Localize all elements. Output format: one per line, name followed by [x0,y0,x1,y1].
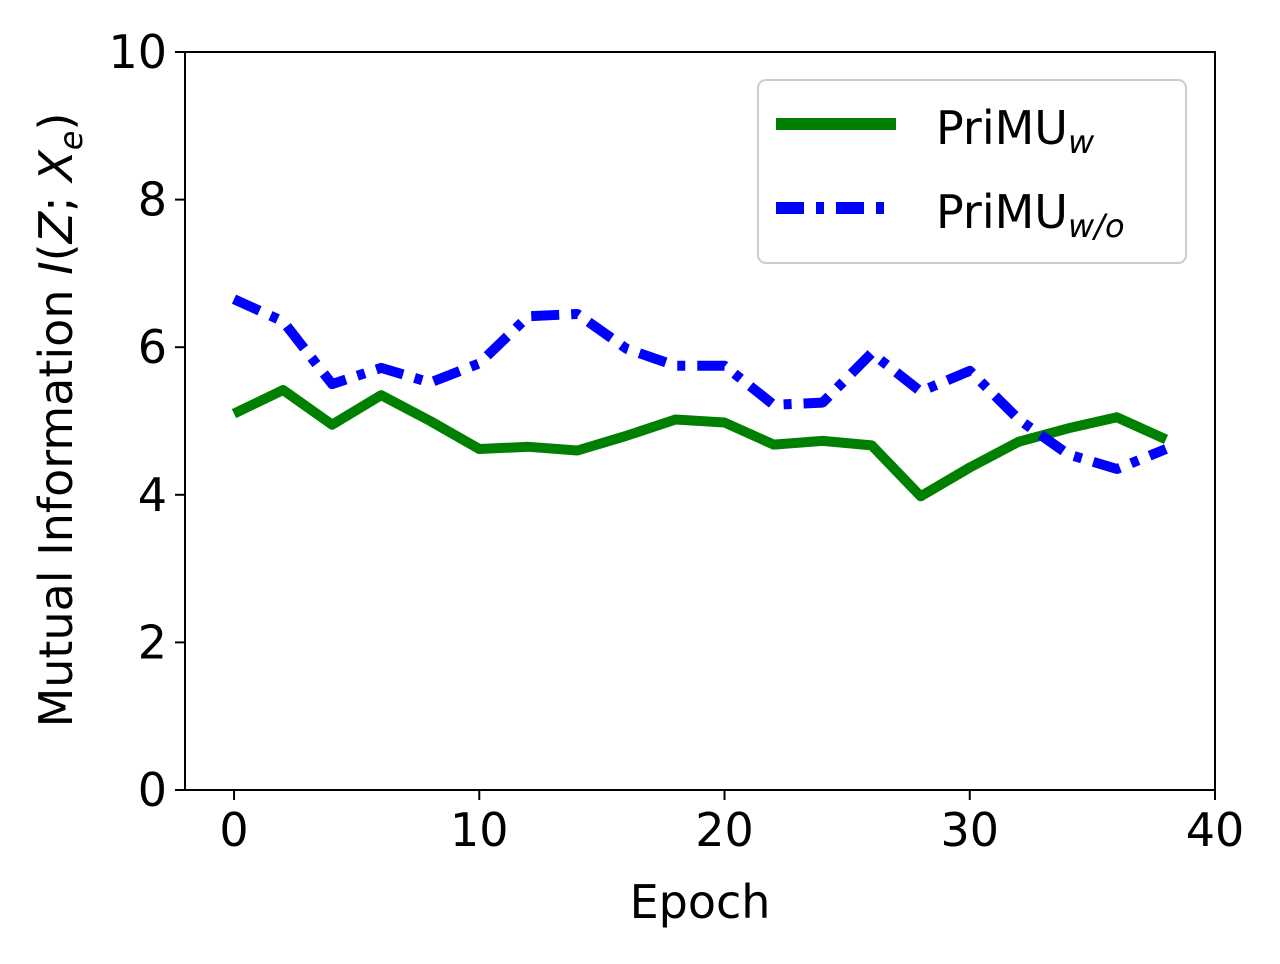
x-tick-label: 30 [940,803,999,857]
y-axis-title-main: Mutual Information [29,275,83,728]
y-tick-label: 10 [108,25,167,79]
y-axis-formula-X: X [29,149,83,184]
x-axis-title: Epoch [630,875,771,929]
y-tick-label: 2 [138,615,167,669]
x-tick-label: 0 [219,803,248,857]
x-tick-label: 20 [695,803,754,857]
x-tick-label: 10 [450,803,509,857]
x-tick-label: 40 [1186,803,1245,857]
ticks-layer: 0 10 20 30 40 0 2 4 6 8 10 [108,25,1244,857]
y-axis-formula-sub: e [52,131,90,151]
y-tick-label: 6 [138,320,167,374]
series-line-primu-w [231,385,1169,502]
y-axis-formula-Z: Z [29,210,83,245]
y-axis-formula-close: ) [29,113,83,131]
plot-lines [231,294,1169,502]
y-axis-formula-sep: ; [29,182,83,212]
y-axis-formula-I: I [29,261,83,275]
y-tick-label: 4 [138,468,167,522]
legend-label-primu-wo-main: PriMU [936,185,1068,239]
y-tick-label: 8 [138,173,167,227]
legend-label-primu-w: PriMUw [936,101,1095,161]
legend-label-primu-wo-sub: w/o [1068,207,1125,245]
y-axis-formula-open: ( [29,243,83,261]
legend: PriMUw PriMUw/o [757,79,1187,264]
legend-label-primu-w-main: PriMU [936,101,1068,155]
legend-label-primu-wo: PriMUw/o [936,185,1125,245]
y-axis-title: Mutual Information I(Z; Xe) [29,113,90,728]
legend-label-primu-w-sub: w [1068,123,1095,161]
plot-frame [184,51,1216,791]
y-tick-label: 0 [138,763,167,817]
series-line-primu-w-o [231,294,1168,474]
